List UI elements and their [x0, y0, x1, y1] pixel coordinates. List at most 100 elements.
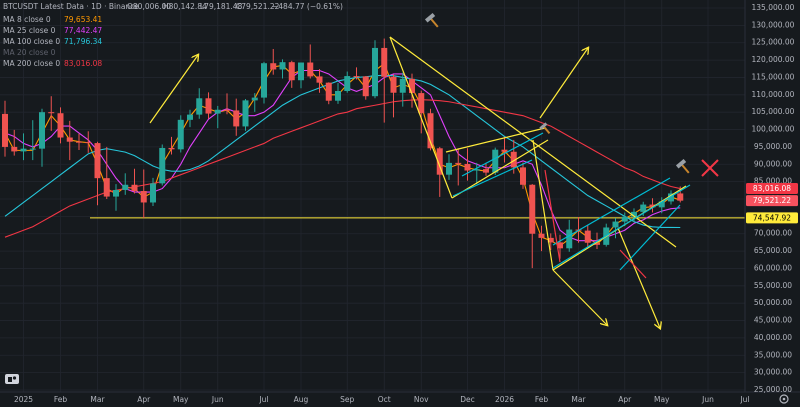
candle-body: [11, 146, 18, 152]
price-tag: [746, 195, 798, 207]
y-tick-label: 85,000.00: [754, 177, 792, 186]
trend-line: [389, 36, 453, 199]
settings-icon[interactable]: [779, 394, 789, 404]
price-tag-label: 83,016.08: [753, 184, 791, 193]
candle-body: [187, 114, 193, 120]
candle-body: [566, 229, 573, 249]
y-tick-label: 55,000.00: [754, 281, 792, 290]
y-tick-label: 120,000.00: [752, 55, 795, 64]
candle-body: [103, 178, 110, 197]
red-line: [619, 249, 647, 279]
candle-body: [76, 141, 82, 143]
legend: BTCUSDT Latest Data · 1D · Binance O80,0…: [3, 2, 343, 68]
trend-arrow: [617, 227, 660, 328]
channel-line: [552, 184, 691, 269]
candle-body: [594, 242, 600, 245]
candle-body: [113, 189, 119, 197]
candle-body: [251, 97, 258, 101]
candle-body: [473, 169, 480, 171]
symbol: BTCUSDT Latest Data · 1D · Binance: [3, 2, 139, 11]
candle-body: [177, 119, 184, 150]
candle-body: [510, 151, 517, 168]
x-tick-label: May: [654, 395, 670, 404]
candle-body: [547, 237, 554, 243]
candle-body: [436, 148, 443, 175]
candle-body: [640, 204, 647, 212]
y-tick-label: 35,000.00: [754, 350, 792, 359]
x-tick-label: Nov: [414, 395, 429, 404]
legend-value: 79,653.41: [64, 15, 102, 24]
tv-logo: [5, 374, 19, 384]
candle-body: [66, 137, 73, 142]
candle-body: [464, 163, 471, 171]
ohlc-open: O80,006.00: [127, 2, 171, 11]
legend-name: MA 25 close 0: [3, 26, 56, 35]
candle-body: [353, 76, 360, 78]
legend-hidden: MA 20 close 0: [3, 48, 56, 57]
x-tick-label: Feb: [54, 395, 68, 404]
y-tick-label: 110,000.00: [752, 90, 795, 99]
channel-line: [619, 204, 681, 271]
candle-body: [261, 63, 267, 98]
x-tick-label: Mar: [571, 395, 586, 404]
y-tick-label: 95,000.00: [754, 142, 792, 151]
candle-body: [2, 113, 8, 147]
candle-body: [446, 162, 452, 175]
trend-line: [445, 127, 546, 153]
trend-line: [451, 139, 549, 199]
y-tick-label: 30,000.00: [754, 368, 792, 377]
candle-body: [233, 110, 240, 127]
candle-body: [409, 78, 415, 94]
y-tick-label: 130,000.00: [752, 20, 795, 29]
candle-body: [584, 230, 591, 243]
candle-body: [455, 162, 462, 164]
legend-name: MA 100 close 0: [3, 37, 60, 46]
y-tick-label: 65,000.00: [754, 246, 792, 255]
candle-body: [279, 62, 286, 70]
candle-body: [390, 76, 397, 93]
cross-icon: [701, 159, 719, 177]
candle-body: [362, 76, 369, 97]
moving-average-line: [4, 74, 681, 229]
axes: 25,000.00 30,000.00 35,000.00 40,000.00 45,0…: [14, 3, 795, 404]
candle-body: [214, 109, 221, 114]
candle-body: [131, 184, 138, 192]
candle-body: [557, 242, 563, 249]
x-tick-label: Aug: [294, 395, 309, 404]
y-tick-label: 50,000.00: [754, 298, 792, 307]
price-tags: 83,016.08 79,521.22 74,547.92: [746, 183, 798, 224]
x-tick-label: Sep: [340, 395, 354, 404]
legend-value: 77,442.47: [64, 26, 102, 35]
x-tick-label: Jun: [211, 395, 224, 404]
candle-body: [492, 149, 499, 173]
x-tick-label: Oct: [378, 395, 391, 404]
candle-body: [298, 62, 304, 81]
candle-body: [520, 167, 526, 185]
y-tick-label: 25,000.00: [754, 385, 792, 394]
y-tick-label: 135,000.00: [752, 3, 795, 12]
candle-body: [381, 47, 388, 77]
candle-body: [372, 47, 378, 97]
ohlc-high: H80,142.84: [163, 2, 207, 11]
x-tick-label: May: [173, 395, 189, 404]
candle-body: [344, 76, 351, 91]
candle-body: [242, 100, 249, 127]
candle-body: [427, 113, 434, 149]
candle-body: [501, 149, 508, 152]
x-tick-label: Jul: [739, 395, 749, 404]
x-tick-label: 2025: [14, 395, 33, 404]
ohlc-close: C79,521.22: [236, 2, 280, 11]
candle-body: [39, 112, 45, 149]
candle-body: [288, 62, 295, 81]
hammer-icon: [539, 122, 551, 135]
x-tick-label: Jul: [258, 395, 268, 404]
candle-body: [649, 204, 656, 208]
x-tick-label: Feb: [535, 395, 549, 404]
ohlc-low: L79,181.48: [200, 2, 243, 11]
candle-body: [94, 143, 101, 179]
candle-body: [168, 147, 175, 150]
candle-body: [316, 76, 323, 83]
red-line: [544, 169, 561, 263]
